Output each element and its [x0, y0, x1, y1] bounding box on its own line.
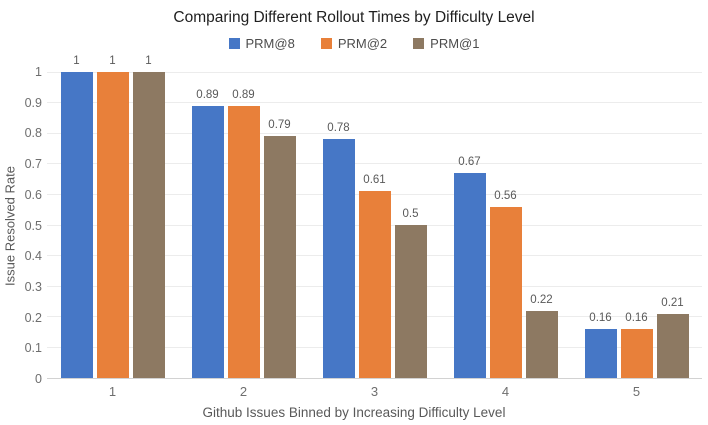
bar-value-label: 0.78: [327, 122, 350, 135]
bar-groups: 1 1 1 0.89 0.89 0.79 0.78 0.61 0.5 0.67 0.56 0.22 0.…: [47, 55, 702, 378]
x-axis-tick-labels: 1 2 3 4 5: [47, 384, 702, 399]
bar-PRM@2-bin3: 0.61: [358, 174, 391, 378]
x-tick-label: 3: [370, 384, 379, 399]
y-axis-tick-labels: 0 0.1 0.2 0.3 0.4 0.5 0.6 0.7 0.8 0.9 1: [20, 65, 47, 386]
bar-PRM@2-bin5: 0.16: [620, 312, 653, 378]
bar-PRM@8-bin1: 1: [60, 55, 93, 378]
y-tick-label: 0.9: [24, 95, 42, 110]
legend-label: PRM@2: [337, 35, 388, 51]
bar-PRM@2-bin1: 1: [96, 55, 129, 378]
y-tick-label: 0: [35, 372, 42, 386]
legend-item: PRM@8: [228, 35, 295, 51]
bar-PRM@2-bin2: 0.89: [227, 89, 260, 378]
bar-value-label: 1: [73, 55, 80, 67]
y-axis-title-cell: Issue Resolved Rate: [0, 72, 20, 379]
y-tick-label: 0.5: [24, 218, 42, 233]
bar-group: 0.67 0.56 0.22: [440, 72, 571, 378]
y-tick-label: 0.3: [24, 279, 42, 294]
bar-PRM@1-bin2: 0.79: [263, 119, 296, 378]
bar-value-label: 1: [109, 55, 116, 67]
x-tick-label: 4: [501, 384, 510, 399]
bar-value-label: 0.67: [458, 155, 481, 168]
bar-PRM@1-bin3: 0.5: [394, 208, 427, 378]
bar-value-label: 0.5: [402, 208, 419, 220]
bar-PRM@2-bin4: 0.56: [489, 190, 522, 378]
x-axis-title: Github Issues Binned by Increasing Diffi…: [202, 405, 506, 420]
y-tick-label: 0.7: [24, 157, 42, 172]
legend-swatch-icon: [228, 37, 240, 49]
y-tick-label: 0.2: [24, 310, 42, 325]
bar-value-label: 0.61: [363, 174, 386, 187]
bar-PRM@8-bin4: 0.67: [453, 156, 486, 378]
y-tick-label: 0.4: [24, 249, 42, 264]
legend-label: PRM@8: [245, 35, 295, 51]
bar-PRM@8-bin3: 0.78: [322, 122, 355, 378]
bar-value-label: 0.89: [196, 88, 219, 101]
legend-item: PRM@2: [320, 35, 388, 51]
y-tick-label: 0.6: [24, 187, 42, 202]
gridline: [47, 102, 702, 104]
bar-PRM@8-bin2: 0.89: [191, 89, 224, 378]
bar-value-label: 0.56: [494, 189, 517, 202]
bar-value-label: 0.21: [661, 296, 684, 309]
x-tick-label: 1: [108, 384, 117, 399]
y-tick-label: 1: [35, 65, 42, 79]
bar-value-label: 0.22: [530, 293, 553, 306]
legend: PRM@8 PRM@2 PRM@1: [0, 35, 708, 51]
bar-group: 0.89 0.89 0.79: [178, 72, 309, 378]
chart-title: Comparing Different Rollout Times by Dif…: [173, 9, 535, 26]
bar-PRM@1-bin1: 1: [132, 55, 165, 378]
bar-group: 0.16 0.16 0.21: [571, 72, 702, 378]
legend-item: PRM@1: [413, 36, 479, 51]
x-tick-label: 5: [632, 384, 641, 399]
plot-row: Issue Resolved Rate 0 0.1 0.2 0.3 0.4 0.5 0.6 0…: [0, 55, 708, 386]
bar-PRM@1-bin5: 0.21: [656, 297, 689, 378]
bar-value-label: 0.79: [268, 119, 291, 132]
gridline: [47, 163, 702, 165]
plot-area: 1 1 1 0.89 0.89 0.79 0.78 0.61 0.5 0.67 0.56 0.22 0.…: [47, 55, 702, 379]
legend-label: PRM@1: [430, 35, 480, 51]
bar-group: 0.78 0.61 0.5: [309, 72, 440, 378]
bar-value-label: 0.16: [625, 312, 648, 325]
bar-PRM@1-bin4: 0.22: [525, 294, 558, 378]
bar-value-label: 1: [145, 55, 152, 67]
bar-group: 1 1 1: [47, 55, 178, 378]
legend-swatch-icon: [413, 37, 425, 49]
gridline: [47, 71, 702, 73]
y-axis-title: Issue Resolved Rate: [2, 165, 18, 286]
gridline: [47, 132, 702, 134]
bar-value-label: 0.89: [232, 88, 255, 101]
y-tick-label: 0.8: [24, 126, 42, 141]
x-tick-label: 2: [239, 384, 248, 399]
bar-PRM@8-bin5: 0.16: [584, 312, 617, 378]
bar-value-label: 0.16: [589, 312, 612, 325]
legend-swatch-icon: [320, 37, 332, 49]
y-tick-label: 0.1: [24, 341, 42, 356]
